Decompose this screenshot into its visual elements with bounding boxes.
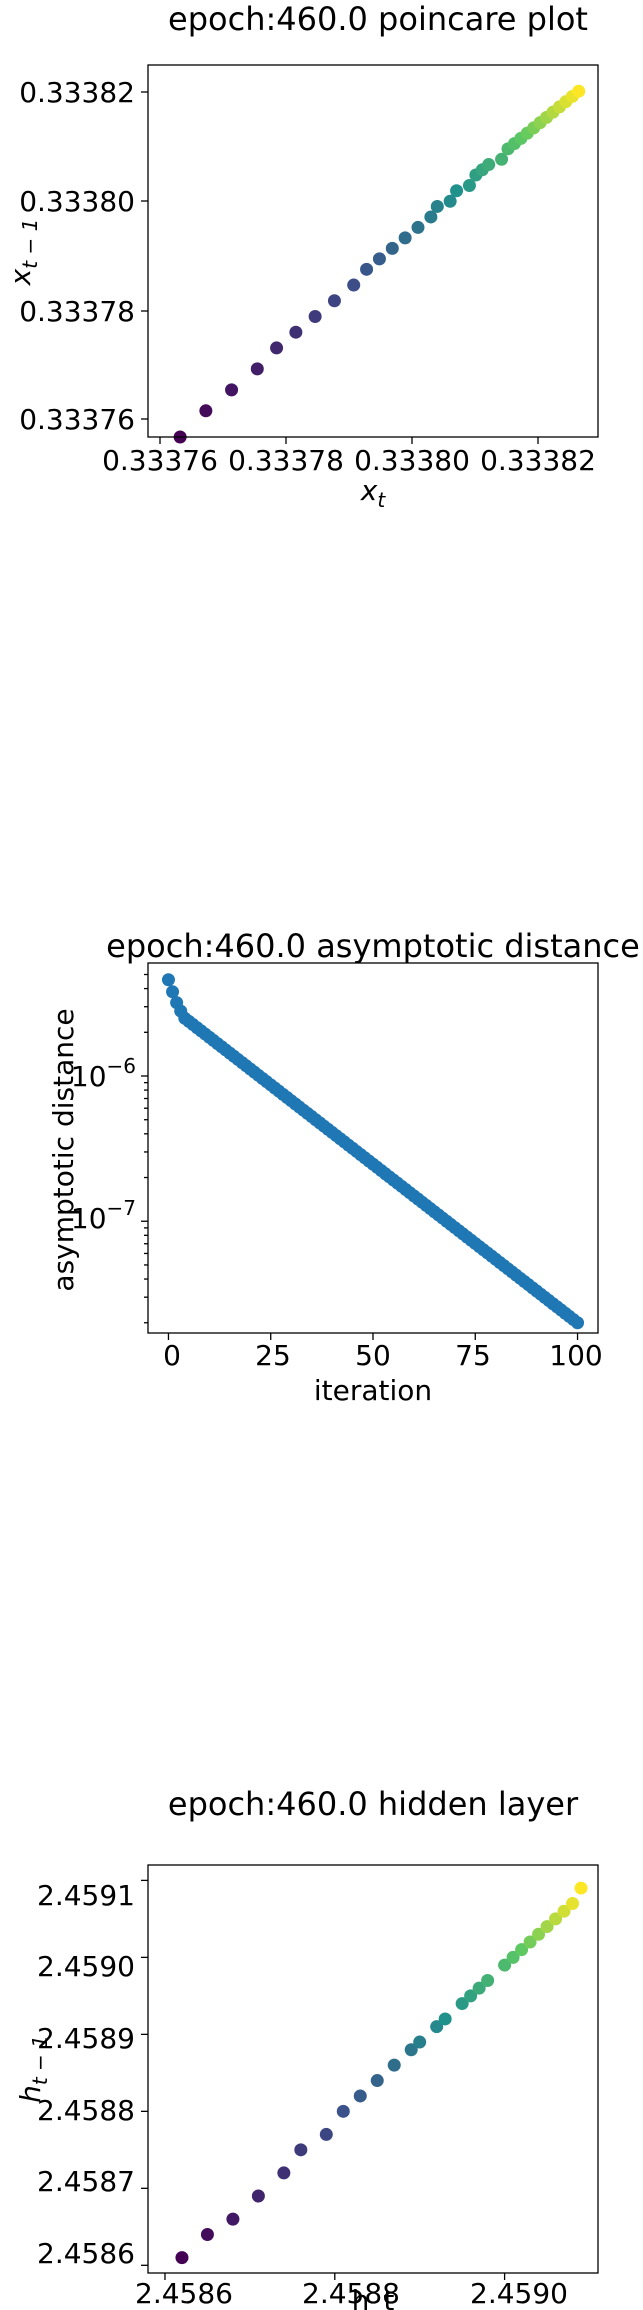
data-point bbox=[327, 294, 341, 308]
data-points bbox=[175, 1881, 588, 2265]
data-point bbox=[225, 383, 239, 397]
x-tick-label: 2.4588 bbox=[302, 2277, 400, 2310]
data-point bbox=[166, 985, 180, 999]
data-point bbox=[540, 1920, 554, 1934]
data-point bbox=[515, 1943, 529, 1957]
data-point bbox=[360, 262, 374, 276]
data-point bbox=[572, 84, 586, 98]
data-point bbox=[372, 252, 386, 266]
y-tick-label: 10−7 bbox=[71, 1196, 136, 1235]
x-axis-label: xt bbox=[360, 474, 387, 512]
x-tick-label: 2.4586 bbox=[135, 2277, 233, 2310]
data-point bbox=[506, 1950, 520, 1964]
y-tick-label: 2.4587 bbox=[37, 2165, 135, 2198]
data-point bbox=[370, 2074, 384, 2088]
y-tick-label: 0.33378 bbox=[19, 295, 135, 328]
x-tick-label: 0.33380 bbox=[354, 444, 470, 477]
y-tick-label: 2.4588 bbox=[37, 2094, 135, 2127]
data-point bbox=[294, 2143, 308, 2157]
data-point bbox=[443, 194, 457, 208]
data-point bbox=[308, 309, 322, 323]
x-tick-label: 100 bbox=[549, 1339, 602, 1372]
data-point bbox=[404, 2043, 418, 2057]
y-tick-label: 2.4591 bbox=[37, 1879, 135, 1912]
data-point bbox=[319, 2127, 333, 2141]
data-point bbox=[571, 1316, 585, 1330]
chart-title: epoch:460.0 asymptotic distance bbox=[106, 927, 640, 965]
data-point bbox=[557, 1904, 571, 1918]
y-tick-label: 10−6 bbox=[71, 1054, 136, 1093]
data-points bbox=[161, 973, 585, 1330]
x-tick-label: 0.33378 bbox=[228, 444, 344, 477]
data-point bbox=[424, 210, 438, 224]
data-point bbox=[464, 1989, 478, 2003]
y-tick-label: 0.33382 bbox=[19, 76, 135, 109]
plot-frame bbox=[147, 962, 599, 1334]
data-point bbox=[251, 2189, 265, 2203]
data-point bbox=[481, 1973, 495, 1987]
data-point bbox=[438, 2012, 452, 2026]
data-point bbox=[289, 325, 303, 339]
y-tick-label: 2.4586 bbox=[37, 2237, 135, 2270]
data-point bbox=[498, 1958, 512, 1972]
y-axis-label: ht − 1 bbox=[14, 2035, 52, 2103]
data-point bbox=[250, 362, 264, 376]
x-tick-label: 2.4590 bbox=[470, 2277, 568, 2310]
data-point bbox=[462, 179, 476, 193]
data-point bbox=[413, 2035, 427, 2049]
data-point bbox=[472, 1981, 486, 1995]
data-point bbox=[532, 1927, 546, 1941]
data-point bbox=[387, 2058, 401, 2072]
ticks bbox=[141, 973, 579, 1340]
plot-frame bbox=[147, 64, 599, 438]
chart-hidden-layer: epoch:460.0 hidden layer 2.4586 2.4588 2… bbox=[14, 1785, 599, 2310]
x-tick-label: 0.33376 bbox=[102, 444, 218, 477]
data-point bbox=[385, 241, 399, 255]
data-point bbox=[482, 158, 496, 172]
y-tick-label: 2.4589 bbox=[37, 2022, 135, 2055]
data-point bbox=[398, 231, 412, 245]
data-point bbox=[549, 1912, 563, 1926]
data-point bbox=[430, 2020, 444, 2034]
x-tick-label: 50 bbox=[355, 1339, 391, 1372]
data-point bbox=[199, 404, 213, 418]
y-tick-label: 2.4590 bbox=[37, 1950, 135, 1983]
x-axis-label: iteration bbox=[314, 1374, 432, 1407]
x-tick-label: 25 bbox=[255, 1339, 291, 1372]
data-point bbox=[270, 341, 284, 355]
x-tick-label: 0.33382 bbox=[480, 444, 596, 477]
y-axis-label: xt − 1 bbox=[4, 219, 42, 287]
data-point bbox=[353, 2089, 367, 2103]
data-point bbox=[161, 973, 175, 987]
data-point bbox=[430, 199, 444, 213]
data-point bbox=[347, 278, 361, 292]
data-point bbox=[226, 2212, 240, 2226]
data-point bbox=[336, 2104, 350, 2118]
data-point bbox=[523, 1935, 537, 1949]
data-point bbox=[411, 220, 425, 234]
chart-poincare: epoch:460.0 poincare plot 0.33376 0.3337… bbox=[4, 0, 599, 512]
chart-title: epoch:460.0 poincare plot bbox=[168, 0, 588, 38]
data-point bbox=[200, 2228, 214, 2242]
x-axis-label: h_t bbox=[352, 2284, 395, 2310]
y-tick-label: 0.33380 bbox=[19, 185, 135, 218]
data-point bbox=[175, 2251, 189, 2265]
data-point bbox=[450, 184, 464, 198]
y-axis-label: asymptotic distance bbox=[47, 1008, 80, 1291]
plot-frame bbox=[147, 1864, 599, 2274]
data-point bbox=[495, 152, 509, 166]
y-tick-label: 0.33376 bbox=[19, 403, 135, 436]
data-point bbox=[277, 2166, 291, 2180]
data-point bbox=[455, 1997, 469, 2011]
data-point bbox=[566, 1896, 580, 1910]
data-points bbox=[173, 84, 586, 444]
x-tick-label: 75 bbox=[455, 1339, 491, 1372]
data-point bbox=[574, 1881, 588, 1895]
x-tick-label: 0 bbox=[163, 1339, 181, 1372]
ticks bbox=[141, 1879, 506, 2280]
chart-asymptotic-distance: epoch:460.0 asymptotic distance 0 25 50 … bbox=[47, 927, 640, 1407]
chart-title: epoch:460.0 hidden layer bbox=[168, 1785, 579, 1823]
